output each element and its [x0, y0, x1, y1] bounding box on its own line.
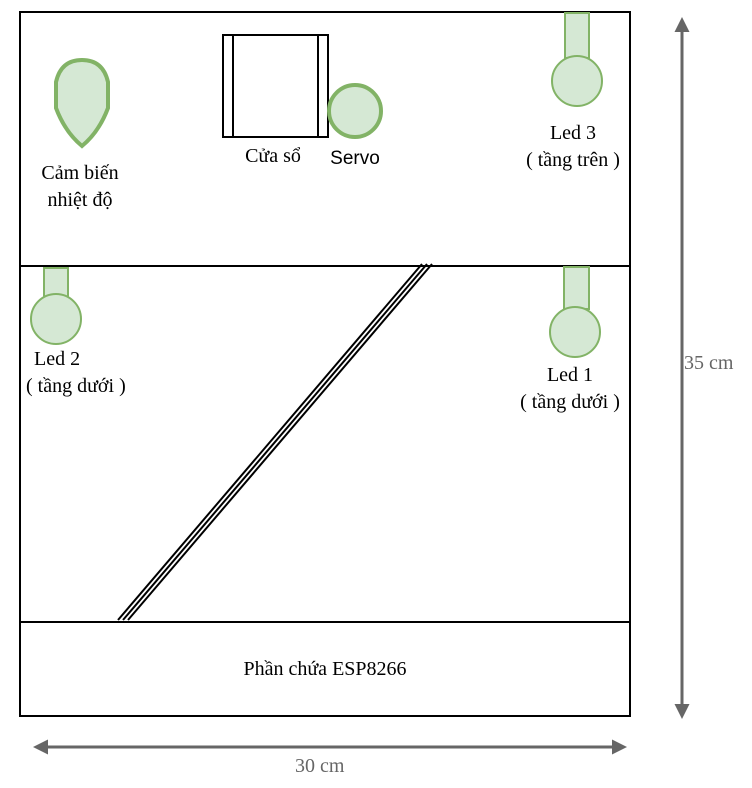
staircase: [117, 263, 433, 621]
led3-label-line1: Led 3: [549, 122, 597, 144]
temp-sensor-label-line2: nhiệt độ: [47, 189, 113, 211]
led3-bulb-icon: [551, 12, 603, 107]
width-dimension-label: 30 cm: [295, 755, 345, 777]
led2-bulb-icon: [30, 267, 82, 345]
window-frame-icon: [222, 34, 329, 138]
led2-label-line1: Led 2: [34, 348, 81, 370]
led3-label-line2: ( tầng trên ): [526, 149, 620, 171]
led1-label-line1: Led 1: [546, 364, 594, 386]
led1-label-line2: ( tầng dưới ): [520, 391, 620, 413]
temp-sensor-label: Cảm biến nhiệt độ: [20, 160, 140, 214]
height-dimension-label: 35 cm: [684, 352, 734, 374]
servo-label: Servo: [330, 148, 380, 169]
led2-label-line2: ( tầng dưới ): [26, 375, 126, 397]
temp-sensor-label-line1: Cảm biến: [41, 162, 119, 184]
led2-label: Led 2 ( tầng dưới ): [26, 346, 166, 400]
led3-label: Led 3 ( tầng trên ): [508, 120, 638, 174]
led1-label: Led 1 ( tầng dưới ): [505, 362, 635, 416]
led1-bulb-icon: [549, 266, 601, 358]
window-label: Cửa sổ: [245, 145, 301, 167]
shield-sensor-icon: [54, 57, 110, 149]
esp-section-label: Phần chứa ESP8266: [243, 658, 407, 680]
servo-circle-icon: [327, 83, 383, 139]
